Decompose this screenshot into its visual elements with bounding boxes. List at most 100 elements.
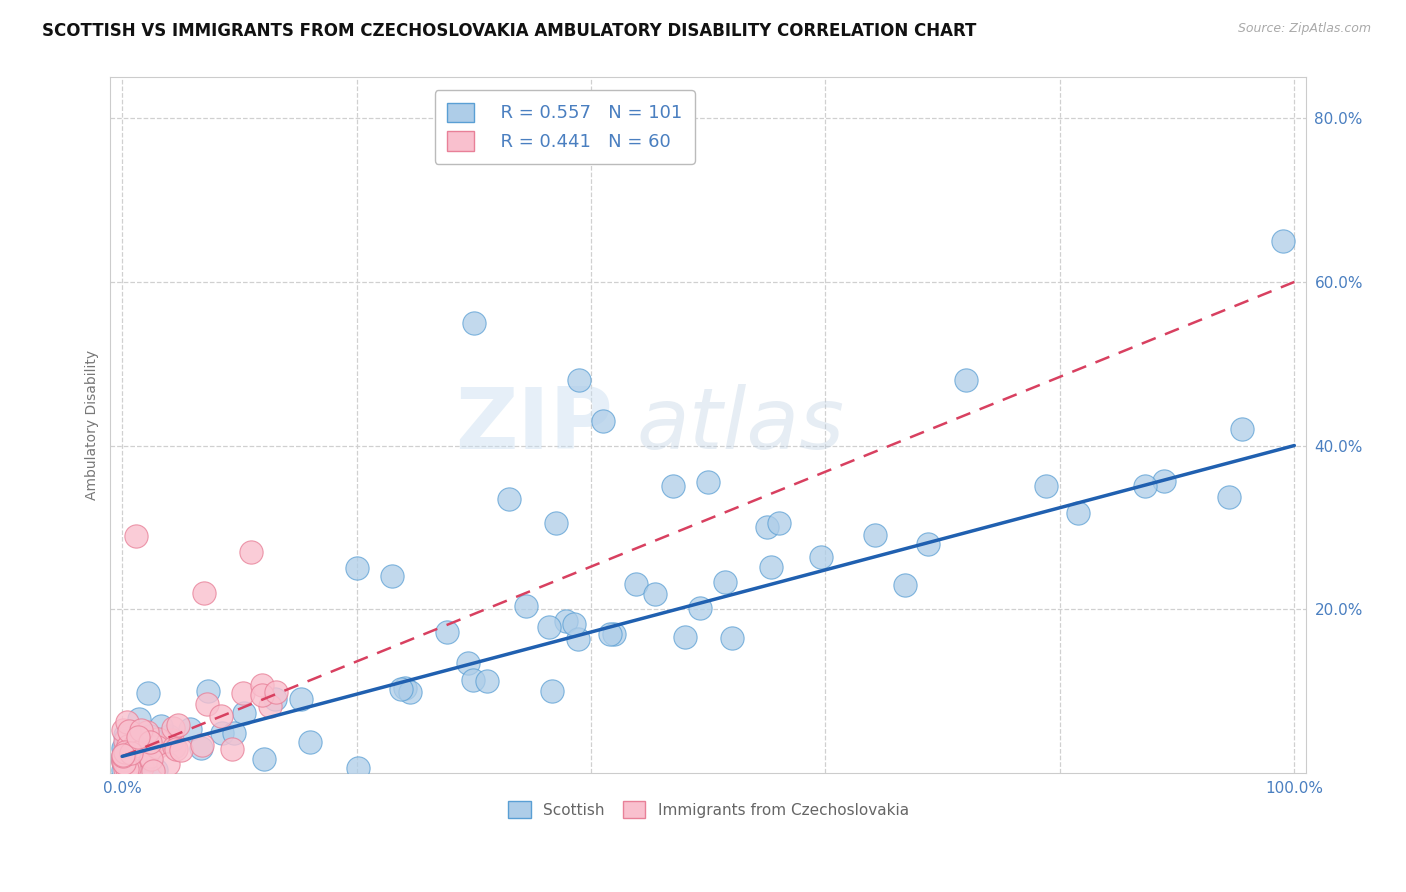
Point bbox=[209, 708, 232, 723]
Point bbox=[138, 749, 160, 764]
Point bbox=[759, 559, 782, 574]
Point bbox=[120, 727, 142, 741]
Point bbox=[252, 678, 274, 692]
Legend: Scottish, Immigrants from Czechoslovakia: Scottish, Immigrants from Czechoslovakia bbox=[502, 796, 915, 824]
Point bbox=[224, 726, 246, 740]
Point bbox=[149, 719, 172, 733]
Point bbox=[117, 736, 139, 750]
Point bbox=[118, 723, 141, 738]
Point bbox=[111, 753, 134, 767]
Point bbox=[111, 756, 134, 770]
Point bbox=[1271, 234, 1294, 248]
Point bbox=[121, 736, 143, 750]
Point bbox=[121, 747, 143, 762]
Point bbox=[148, 731, 170, 746]
Point bbox=[162, 721, 184, 735]
Point bbox=[955, 373, 977, 387]
Point bbox=[134, 747, 156, 762]
Point bbox=[498, 491, 520, 506]
Point bbox=[1133, 479, 1156, 493]
Point bbox=[115, 754, 138, 768]
Point bbox=[156, 756, 179, 771]
Point bbox=[111, 723, 134, 737]
Point bbox=[644, 587, 666, 601]
Point bbox=[221, 741, 243, 756]
Point bbox=[160, 733, 183, 747]
Point bbox=[167, 717, 190, 731]
Point bbox=[714, 574, 737, 589]
Point bbox=[129, 759, 152, 773]
Point bbox=[436, 625, 458, 640]
Point bbox=[253, 751, 276, 765]
Point bbox=[112, 740, 135, 755]
Point bbox=[252, 688, 274, 702]
Point bbox=[290, 692, 312, 706]
Point bbox=[125, 739, 148, 754]
Point bbox=[132, 732, 155, 747]
Text: Source: ZipAtlas.com: Source: ZipAtlas.com bbox=[1237, 22, 1371, 36]
Point bbox=[125, 764, 148, 778]
Point bbox=[139, 751, 162, 765]
Point bbox=[114, 745, 136, 759]
Point bbox=[115, 740, 138, 755]
Point bbox=[124, 741, 146, 756]
Point bbox=[135, 737, 157, 751]
Point bbox=[122, 741, 145, 756]
Point bbox=[346, 760, 368, 774]
Point bbox=[127, 762, 149, 776]
Point bbox=[544, 516, 567, 531]
Point bbox=[134, 743, 156, 757]
Point bbox=[568, 373, 591, 387]
Point bbox=[1035, 479, 1057, 493]
Point bbox=[689, 600, 711, 615]
Point bbox=[121, 742, 143, 756]
Point bbox=[121, 764, 143, 778]
Point bbox=[114, 762, 136, 776]
Point bbox=[1218, 490, 1240, 504]
Point bbox=[117, 750, 139, 764]
Point bbox=[662, 479, 685, 493]
Point bbox=[259, 698, 281, 713]
Point bbox=[721, 631, 744, 645]
Point bbox=[136, 724, 159, 739]
Point bbox=[139, 729, 162, 743]
Point bbox=[562, 616, 585, 631]
Point bbox=[389, 682, 412, 697]
Point bbox=[135, 751, 157, 765]
Point bbox=[346, 561, 368, 575]
Point bbox=[624, 577, 647, 591]
Point bbox=[461, 673, 484, 687]
Point bbox=[124, 731, 146, 746]
Point bbox=[697, 475, 720, 490]
Point bbox=[515, 599, 537, 614]
Point bbox=[166, 742, 188, 756]
Point bbox=[121, 747, 143, 762]
Point bbox=[193, 586, 215, 600]
Point bbox=[554, 614, 576, 628]
Point bbox=[264, 684, 287, 698]
Point bbox=[136, 686, 159, 700]
Point bbox=[170, 743, 193, 757]
Point bbox=[240, 545, 263, 559]
Point bbox=[1067, 506, 1090, 520]
Point bbox=[673, 630, 696, 644]
Point bbox=[129, 723, 152, 737]
Point bbox=[145, 763, 167, 777]
Point bbox=[117, 746, 139, 760]
Text: atlas: atlas bbox=[637, 384, 845, 467]
Text: SCOTTISH VS IMMIGRANTS FROM CZECHOSLOVAKIA AMBULATORY DISABILITY CORRELATION CHA: SCOTTISH VS IMMIGRANTS FROM CZECHOSLOVAK… bbox=[42, 22, 977, 40]
Point bbox=[120, 750, 142, 764]
Point bbox=[145, 739, 167, 753]
Point bbox=[120, 746, 142, 760]
Point bbox=[112, 754, 135, 768]
Point bbox=[394, 681, 416, 695]
Point bbox=[537, 620, 560, 634]
Point bbox=[112, 747, 135, 762]
Point bbox=[120, 747, 142, 762]
Point bbox=[125, 528, 148, 542]
Point bbox=[179, 722, 201, 736]
Point bbox=[139, 735, 162, 749]
Point bbox=[195, 697, 218, 711]
Point bbox=[190, 741, 212, 756]
Point bbox=[117, 739, 139, 754]
